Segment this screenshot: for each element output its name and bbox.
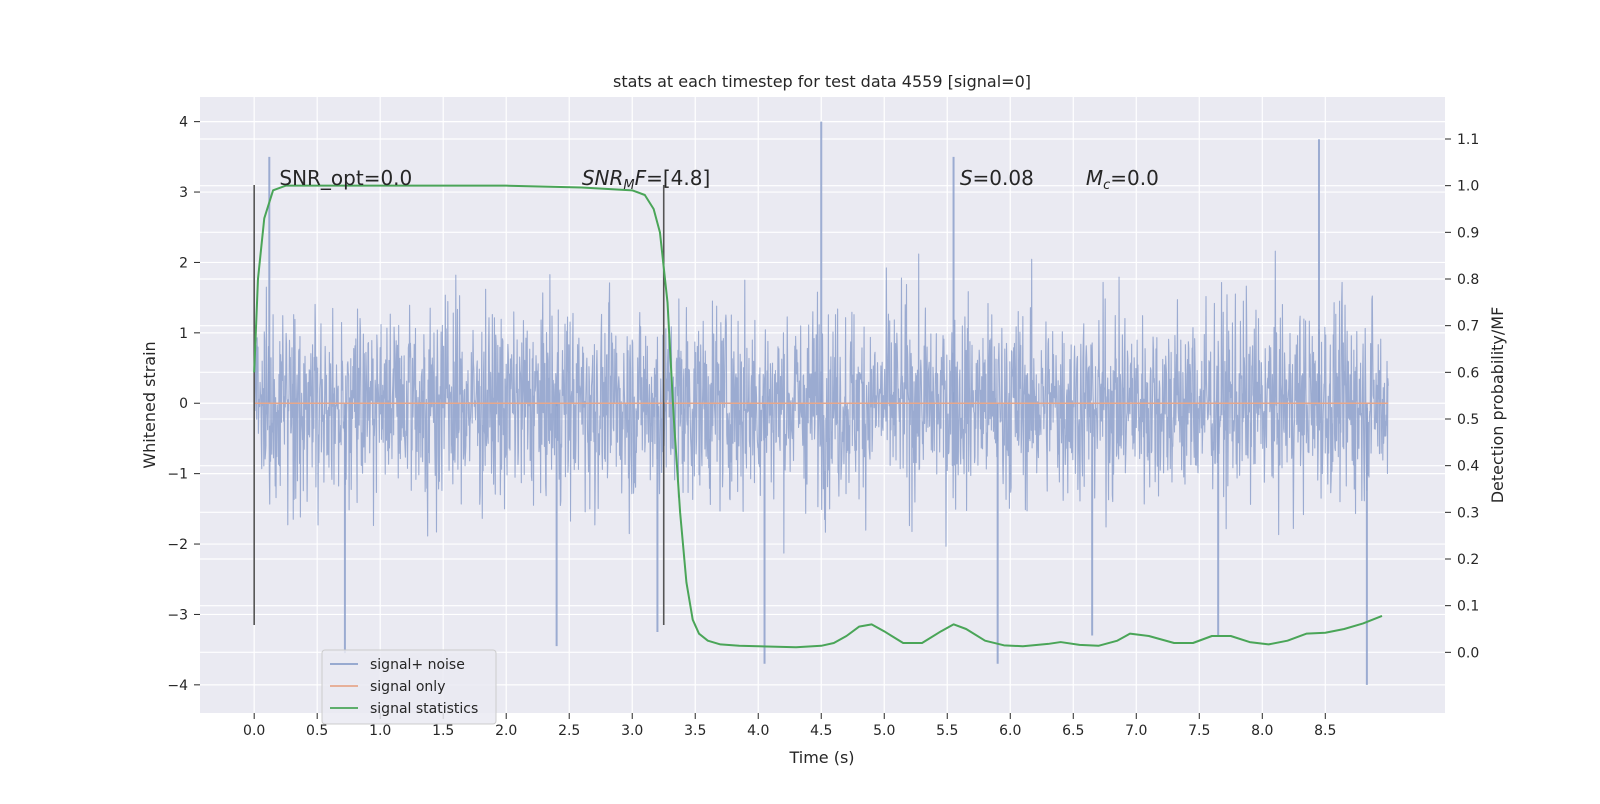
x-tick-label: 8.0: [1251, 723, 1273, 739]
annotation-part: S: [960, 166, 973, 190]
x-tick-label: 7.0: [1125, 723, 1147, 739]
right-tick-label: 0.8: [1457, 272, 1479, 288]
annotation-part: M: [1086, 166, 1103, 190]
y-axis-label: Whitened strain: [140, 341, 159, 468]
x-tick-label: 3.5: [684, 723, 706, 739]
x-tick-label: 1.5: [432, 723, 454, 739]
x-tick-label: 8.5: [1314, 723, 1336, 739]
y-axis-ticks: −4 −3 −2 −1 0 1 2 3 4: [167, 115, 200, 694]
annotation-part: =0.0: [1110, 166, 1159, 190]
y-tick-label: −1: [167, 467, 188, 483]
y-tick-label: 1: [179, 326, 188, 342]
right-tick-label: 1.1: [1457, 132, 1479, 148]
right-tick-label: 0.2: [1457, 552, 1479, 568]
legend-label-signal-noise: signal+ noise: [370, 657, 465, 673]
annotation-part: =[4.8]: [646, 166, 710, 190]
right-tick-label: 1.0: [1457, 179, 1479, 195]
x-tick-label: 1.0: [369, 723, 391, 739]
x-tick-label: 6.5: [1062, 723, 1084, 739]
x-tick-label: 2.0: [495, 723, 517, 739]
legend-label-signal-statistics: signal statistics: [370, 701, 478, 717]
y-tick-label: −2: [167, 537, 188, 553]
right-axis-label: Detection probability/MF: [1488, 307, 1507, 504]
right-tick-label: 0.4: [1457, 459, 1479, 475]
x-axis-ticks: 0.0 0.5 1.0 1.5 2.0 2.5 3.0 3.5 4.0 4.5 5.0 5.5 6.0 6…: [243, 713, 1336, 739]
x-tick-label: 5.5: [936, 723, 958, 739]
annotation-3: Mc=0.0: [1086, 166, 1159, 193]
y-tick-label: 2: [179, 255, 188, 271]
right-tick-label: 0.5: [1457, 412, 1479, 428]
right-tick-label: 0.1: [1457, 599, 1479, 615]
chart-title: stats at each timestep for test data 455…: [613, 72, 1031, 91]
annotation-part: c: [1103, 178, 1110, 193]
right-tick-label: 0.7: [1457, 319, 1479, 335]
x-tick-label: 2.5: [558, 723, 580, 739]
x-tick-label: 4.5: [810, 723, 832, 739]
y-tick-label: −4: [167, 678, 188, 694]
x-tick-label: 7.5: [1188, 723, 1210, 739]
signal-statistics-series: [253, 184, 1383, 649]
x-tick-label: 6.0: [999, 723, 1021, 739]
y-tick-label: 4: [179, 115, 188, 131]
annotation-part: M: [623, 178, 634, 193]
x-tick-label: 4.0: [747, 723, 769, 739]
x-axis-label: Time (s): [788, 748, 854, 767]
y-tick-label: −3: [167, 607, 188, 623]
annotation-part: F: [635, 166, 647, 190]
legend-label-signal-only: signal only: [370, 679, 445, 695]
x-tick-label: 0.5: [306, 723, 328, 739]
right-tick-label: 0.0: [1457, 645, 1479, 661]
signal-noise-series: [253, 121, 1389, 685]
legend: signal+ noise signal only signal statist…: [321, 649, 497, 725]
annotation-2: S=0.08: [960, 166, 1034, 190]
right-axis-ticks: 0.0 0.1 0.2 0.3 0.4 0.5 0.6 0.7 0.8 0.9 1.0 1.1: [1445, 132, 1479, 661]
x-tick-label: 5.0: [873, 723, 895, 739]
right-tick-label: 0.3: [1457, 505, 1479, 521]
legend-box: [321, 649, 497, 725]
x-tick-label: 0.0: [243, 723, 265, 739]
y-tick-label: 3: [179, 185, 188, 201]
annotations: SNR_opt=0.0 SNRMF=[4.8] S=0.08 Mc=0.0: [279, 166, 1158, 193]
signal-noise-line: [253, 250, 1389, 554]
y-tick-label: 0: [179, 396, 188, 412]
right-tick-label: 0.9: [1457, 225, 1479, 241]
annotation-1: SNRMF=[4.8]: [582, 166, 710, 193]
annotation-part: SNR: [582, 166, 624, 190]
annotation-part: =0.08: [973, 166, 1034, 190]
annotation-part: SNR_opt=0.0: [279, 166, 412, 190]
right-tick-label: 0.6: [1457, 365, 1479, 381]
signal-statistics-line: [253, 184, 1383, 649]
x-tick-label: 3.0: [621, 723, 643, 739]
annotation-0: SNR_opt=0.0: [279, 166, 412, 190]
